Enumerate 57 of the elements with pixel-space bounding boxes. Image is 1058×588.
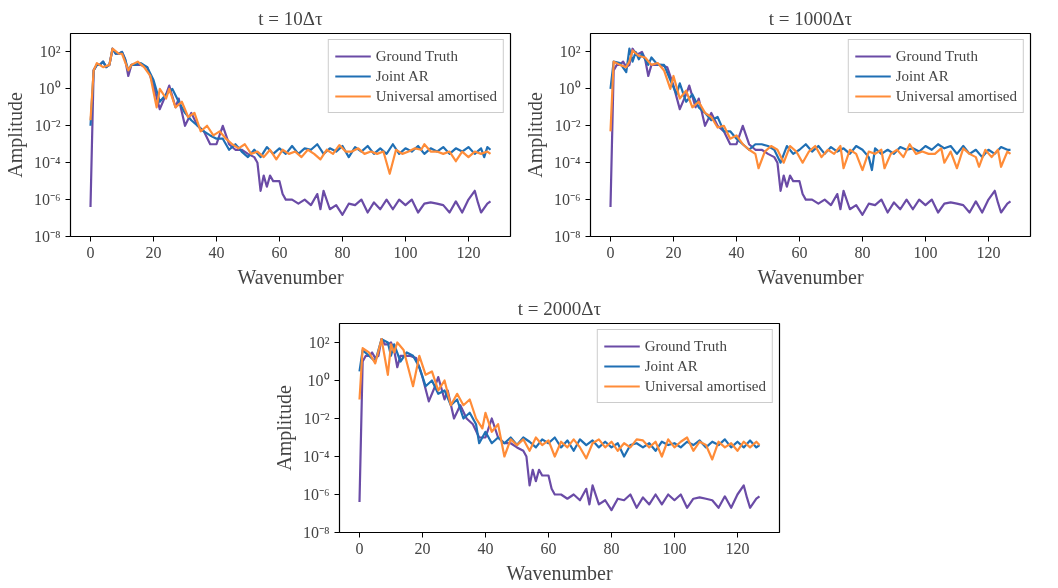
- chart-title: t = 10Δτ: [258, 7, 324, 29]
- legend-label: Joint AR: [895, 67, 949, 85]
- legend-label: Universal amortised: [895, 87, 1017, 105]
- y-tick-label: 10⁻⁸: [33, 228, 61, 245]
- y-tick-label: 10²: [308, 334, 330, 351]
- y-tick-label: 10⁻²: [303, 410, 330, 427]
- legend-label: Ground Truth: [895, 47, 978, 65]
- x-axis-title: Wavenumber: [757, 265, 864, 288]
- chart-title: t = 2000Δτ: [517, 297, 602, 319]
- y-tick-label: 10²: [39, 43, 61, 61]
- y-tick-label: 10²: [559, 43, 581, 61]
- y-axis-title: Amplitude: [523, 92, 547, 178]
- x-tick-label: 100: [913, 243, 938, 261]
- y-axis-title: Amplitude: [272, 385, 296, 471]
- y-tick-label: 10⁰: [307, 372, 330, 389]
- y-axis-title: Amplitude: [3, 92, 27, 178]
- y-tick-label: 10⁻⁴: [33, 154, 61, 172]
- y-tick-label: 10⁻⁶: [33, 191, 61, 209]
- x-tick-label: 100: [393, 243, 418, 261]
- legend-label: Ground Truth: [375, 47, 458, 65]
- y-tick-label: 10⁻⁸: [553, 228, 581, 245]
- x-tick-label: 0: [86, 243, 95, 261]
- x-tick-label: 120: [725, 539, 750, 557]
- legend-label: Universal amortised: [375, 87, 497, 105]
- x-tick-label: 60: [791, 243, 808, 261]
- x-tick-label: 0: [355, 539, 364, 557]
- x-tick-label: 80: [334, 243, 351, 261]
- x-tick-label: 80: [603, 539, 620, 557]
- x-axis-title: Wavenumber: [506, 561, 613, 584]
- chart-title: t = 1000Δτ: [768, 7, 853, 29]
- y-tick-label: 10⁻⁴: [553, 154, 581, 172]
- x-tick-label: 120: [456, 243, 481, 261]
- x-tick-label: 40: [728, 243, 745, 261]
- x-tick-label: 20: [145, 243, 162, 261]
- x-tick-label: 40: [477, 539, 494, 557]
- legend-label: Joint AR: [644, 357, 698, 375]
- y-tick-label: 10⁰: [558, 80, 581, 98]
- y-tick-label: 10⁻⁸: [302, 524, 330, 541]
- legend-label: Joint AR: [375, 67, 429, 85]
- x-tick-label: 40: [208, 243, 225, 261]
- x-tick-label: 60: [271, 243, 288, 261]
- x-tick-label: 100: [662, 539, 687, 557]
- x-tick-label: 0: [606, 243, 615, 261]
- y-tick-label: 10⁻²: [34, 117, 61, 135]
- y-tick-label: 10⁻²: [554, 117, 581, 135]
- y-tick-label: 10⁻⁶: [553, 191, 581, 209]
- legend-label: Ground Truth: [644, 337, 727, 355]
- y-tick-label: 10⁻⁴: [302, 448, 330, 465]
- y-tick-label: 10⁻⁶: [302, 486, 330, 503]
- x-tick-label: 60: [540, 539, 557, 557]
- x-tick-label: 20: [665, 243, 682, 261]
- x-tick-label: 120: [976, 243, 1001, 261]
- legend-label: Universal amortised: [644, 377, 766, 395]
- y-tick-label: 10⁰: [38, 80, 61, 98]
- x-axis-title: Wavenumber: [237, 265, 344, 288]
- x-tick-label: 20: [414, 539, 431, 557]
- x-tick-label: 80: [854, 243, 871, 261]
